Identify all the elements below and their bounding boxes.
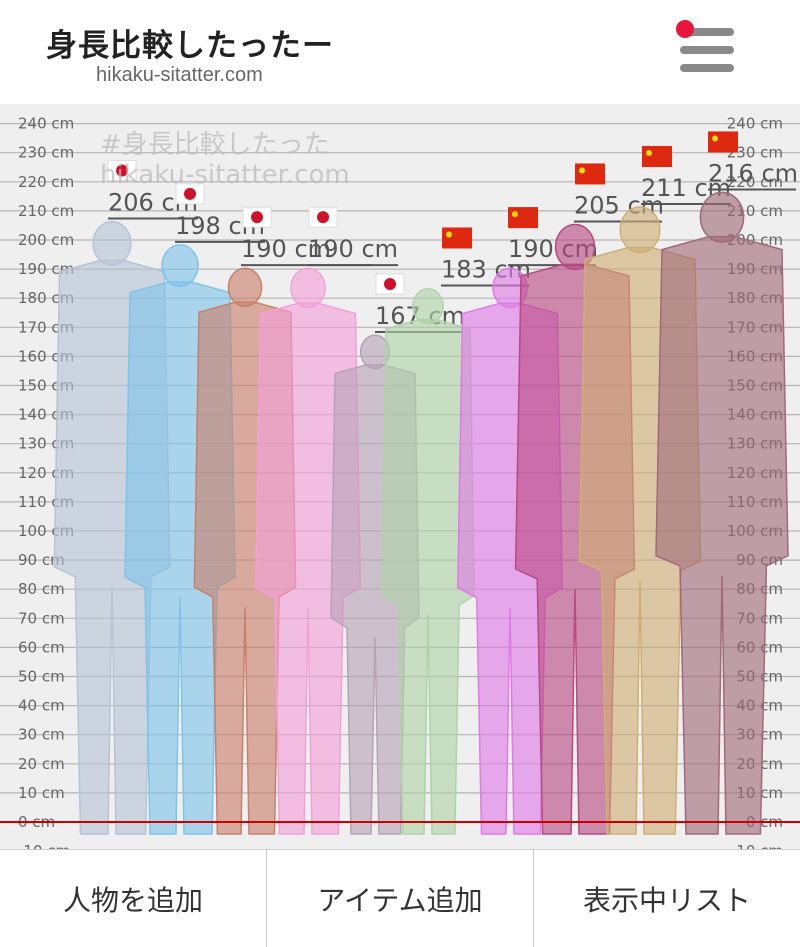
displayed-list-button[interactable]: 表示中リスト [582, 883, 751, 917]
watermark-hashtag: #身長比較したった [100, 130, 330, 160]
japan-flag-disc [251, 211, 263, 224]
app-subtitle: hikaku-sitatter.com [96, 64, 263, 86]
tick-label-left: 20 cm [18, 755, 65, 773]
tick-label-left: 50 cm [18, 668, 65, 686]
tick-label-left: 220 cm [18, 173, 74, 191]
height-label: 216 cm [708, 159, 798, 187]
tick-label-left: 10 cm [18, 784, 65, 802]
person-head [92, 220, 132, 266]
app-header: 身長比較したったー hikaku-sitatter.com [0, 0, 800, 104]
add-person-button[interactable]: 人物を追加 [0, 850, 267, 947]
menu-bar-icon [680, 28, 734, 36]
tick-label-left: 60 cm [18, 638, 65, 656]
add-item-button[interactable]: アイテム追加 [267, 850, 534, 947]
person-head [412, 287, 444, 325]
watermark: #身長比較したった hikaku-sitatter.com [100, 130, 350, 190]
tick-label-left: 90 cm [18, 551, 65, 569]
menu-bar-icon [680, 46, 734, 54]
person-head [699, 191, 745, 243]
tick-label-left: 40 cm [18, 697, 65, 715]
person-head [619, 206, 661, 254]
height-label: 190 cm [308, 235, 398, 263]
japan-flag-disc [384, 278, 396, 291]
china-flag-star [712, 135, 718, 142]
tick-label-left: 230 cm [18, 144, 74, 162]
watermark-url: hikaku-sitatter.com [100, 160, 350, 190]
china-flag-icon [708, 131, 738, 153]
china-flag-icon [642, 145, 672, 167]
tick-label-right: 220 cm [727, 173, 783, 191]
hamburger-menu-button[interactable] [676, 20, 736, 76]
person-body [655, 235, 789, 835]
person-head [290, 267, 326, 309]
china-flag-star [446, 231, 452, 238]
china-flag-star [512, 211, 518, 218]
tick-label-right: 230 cm [727, 144, 783, 162]
tick-label-left: 200 cm [18, 231, 74, 249]
app-title: 身長比較したったー [46, 28, 334, 64]
tick-label-left: 80 cm [18, 580, 65, 598]
person-head [161, 244, 199, 288]
china-flag-star [579, 167, 585, 174]
tick-label-right: 240 cm [727, 115, 783, 133]
china-flag-icon [575, 163, 605, 185]
china-flag-icon [442, 227, 472, 249]
china-flag-icon [508, 207, 538, 229]
tick-label-left: 30 cm [18, 726, 65, 744]
tick-label-right: -10 cm [731, 842, 783, 849]
tick-label-left: 240 cm [18, 115, 74, 133]
japan-flag-disc [184, 187, 196, 200]
tick-label-left: -10 cm [18, 842, 70, 849]
person-silhouette[interactable] [655, 191, 789, 835]
japan-flag-disc [116, 164, 128, 177]
tick-label-left: 210 cm [18, 202, 74, 220]
person-head [227, 267, 263, 308]
notification-dot-icon [676, 20, 694, 38]
japan-flag-disc [317, 211, 329, 224]
bottom-toolbar: 人物を追加 アイテム追加 表示中リスト [0, 849, 800, 947]
menu-bar-icon [680, 64, 734, 72]
tick-label-left: 70 cm [18, 609, 65, 627]
height-label: 190 cm [241, 235, 331, 263]
china-flag-star [646, 149, 652, 156]
